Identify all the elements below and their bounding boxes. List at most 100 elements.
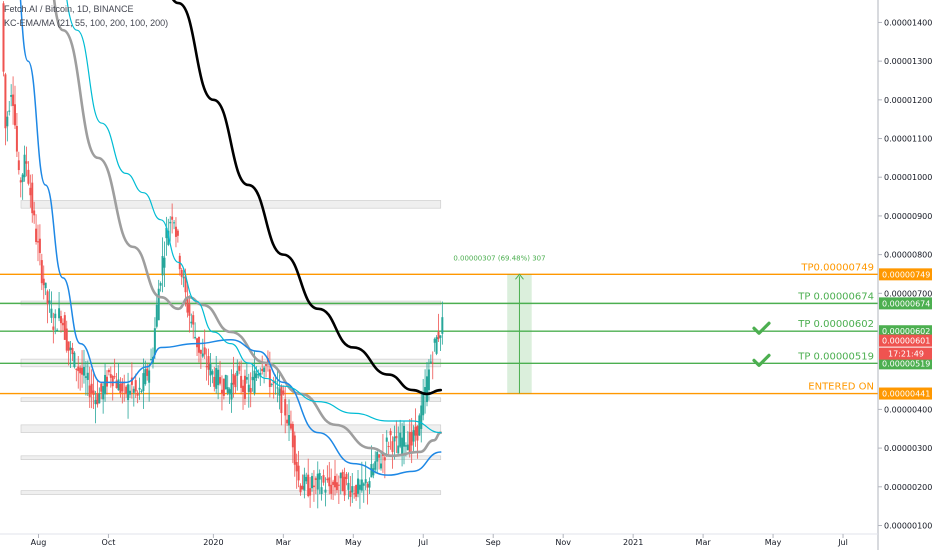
candle-body bbox=[50, 308, 53, 318]
candle-body bbox=[186, 297, 189, 313]
price-tick-label: 0.00001000 bbox=[884, 173, 932, 182]
candle-body bbox=[385, 437, 388, 442]
candle-body bbox=[307, 474, 310, 497]
candle-body bbox=[115, 380, 118, 388]
time-tick-label: Nov bbox=[555, 538, 571, 547]
candle-body bbox=[289, 423, 292, 429]
candle-body bbox=[25, 161, 28, 164]
candle-body bbox=[389, 430, 392, 436]
candle-body bbox=[403, 425, 406, 447]
price-tag-bg bbox=[879, 325, 932, 338]
price-tick-label: 0.00000900 bbox=[884, 212, 932, 221]
candle-body bbox=[397, 445, 400, 454]
indicator-legend[interactable]: KC-EMA/MA (21, 55, 100, 200, 100, 200) bbox=[4, 18, 169, 28]
candle-body bbox=[182, 277, 185, 279]
candle-body bbox=[328, 477, 331, 487]
candle-body bbox=[412, 430, 415, 442]
candle-body bbox=[427, 369, 430, 391]
candle-body bbox=[107, 369, 110, 373]
candle-body bbox=[4, 74, 7, 129]
candle-body bbox=[69, 347, 72, 350]
candle-body bbox=[148, 370, 151, 383]
horizontal-lines: TP0.00000749 TP 0.00000674 TP 0.00000602 TP… bbox=[0, 262, 878, 395]
price-tag: 0.00000441 bbox=[882, 390, 930, 399]
arrow-head-icon bbox=[515, 273, 524, 280]
candle-body bbox=[127, 384, 130, 401]
candle-body bbox=[180, 269, 183, 277]
candle-body bbox=[163, 257, 166, 268]
price-tag: 0.00000674 bbox=[882, 299, 930, 308]
candle-body bbox=[303, 474, 306, 491]
candle-body bbox=[63, 315, 66, 340]
candle-body bbox=[194, 336, 197, 339]
candle-body bbox=[284, 399, 287, 416]
candle-body bbox=[341, 471, 344, 492]
candle-body bbox=[426, 376, 429, 403]
candle-body bbox=[387, 446, 390, 448]
candle-body bbox=[8, 110, 11, 112]
candle-body bbox=[422, 393, 425, 416]
candle-body bbox=[291, 423, 294, 448]
candle-body bbox=[173, 222, 176, 224]
candle-body bbox=[188, 304, 191, 316]
candle-body bbox=[337, 484, 340, 486]
candle-body bbox=[144, 369, 147, 385]
candle-body bbox=[410, 431, 413, 446]
candle-body bbox=[92, 390, 95, 396]
candle-body bbox=[278, 388, 281, 396]
price-tag: 0.00000519 bbox=[882, 359, 930, 368]
price-tag-bg bbox=[879, 387, 932, 400]
candle-body bbox=[335, 482, 338, 491]
candle-body bbox=[54, 313, 57, 319]
candle-body bbox=[236, 370, 239, 376]
candle-body bbox=[6, 116, 9, 127]
candle-body bbox=[355, 485, 358, 497]
candle-body bbox=[360, 479, 363, 491]
candle-body bbox=[219, 377, 222, 384]
candle-body bbox=[44, 282, 47, 289]
symbol-legend[interactable]: Fetch.AI / Bitcoin, 1D, BINANCE bbox=[4, 4, 134, 14]
time-tick-label: 2021 bbox=[623, 538, 643, 547]
candle-body bbox=[286, 419, 289, 424]
time-tick-label: May bbox=[345, 538, 362, 547]
candle-body bbox=[128, 390, 131, 395]
candle-body bbox=[222, 378, 225, 396]
time-axis: Aug Oct 2020 Mar May Jul Sep Nov 2021 Mar May Jul bbox=[0, 533, 878, 547]
candle-body bbox=[320, 487, 323, 495]
price-tick-label: 0.00000400 bbox=[884, 405, 932, 414]
line-label: TP 0.00000602 bbox=[797, 319, 874, 330]
candle-body bbox=[199, 349, 202, 354]
candle-body bbox=[305, 476, 308, 482]
candle-body bbox=[433, 338, 436, 343]
price-tick-label: 0.00000200 bbox=[884, 483, 932, 492]
candle-body bbox=[46, 291, 49, 305]
price-tick-label: 0.00001400 bbox=[884, 18, 932, 27]
candle-body bbox=[238, 365, 241, 371]
candle-body bbox=[48, 300, 51, 304]
time-tick-label: 2020 bbox=[203, 538, 223, 547]
candle-body bbox=[358, 484, 361, 490]
candle-body bbox=[102, 386, 105, 400]
candle-body bbox=[84, 376, 87, 378]
candle-body bbox=[134, 380, 137, 392]
candle-body bbox=[245, 377, 248, 380]
candle-body bbox=[314, 478, 317, 480]
candle-body bbox=[171, 216, 174, 220]
price-tick-label: 0.00000800 bbox=[884, 251, 932, 260]
candle-body bbox=[391, 441, 394, 453]
candle-body bbox=[176, 230, 179, 236]
candle-body bbox=[155, 304, 158, 327]
candle-body bbox=[77, 366, 80, 372]
price-axis: 0.00001400 0.00001300 0.00001200 0.00001100… bbox=[877, 0, 932, 550]
current-price-label: 0.00000601 bbox=[882, 337, 930, 346]
candle-body bbox=[12, 94, 15, 106]
candle-body bbox=[82, 366, 85, 376]
candle-body bbox=[207, 356, 210, 370]
candle-body bbox=[167, 230, 170, 245]
candle-body bbox=[130, 377, 133, 385]
candle-body bbox=[242, 385, 245, 393]
candle-body bbox=[339, 472, 342, 479]
candle-body bbox=[420, 405, 423, 429]
candle-body bbox=[293, 435, 296, 465]
